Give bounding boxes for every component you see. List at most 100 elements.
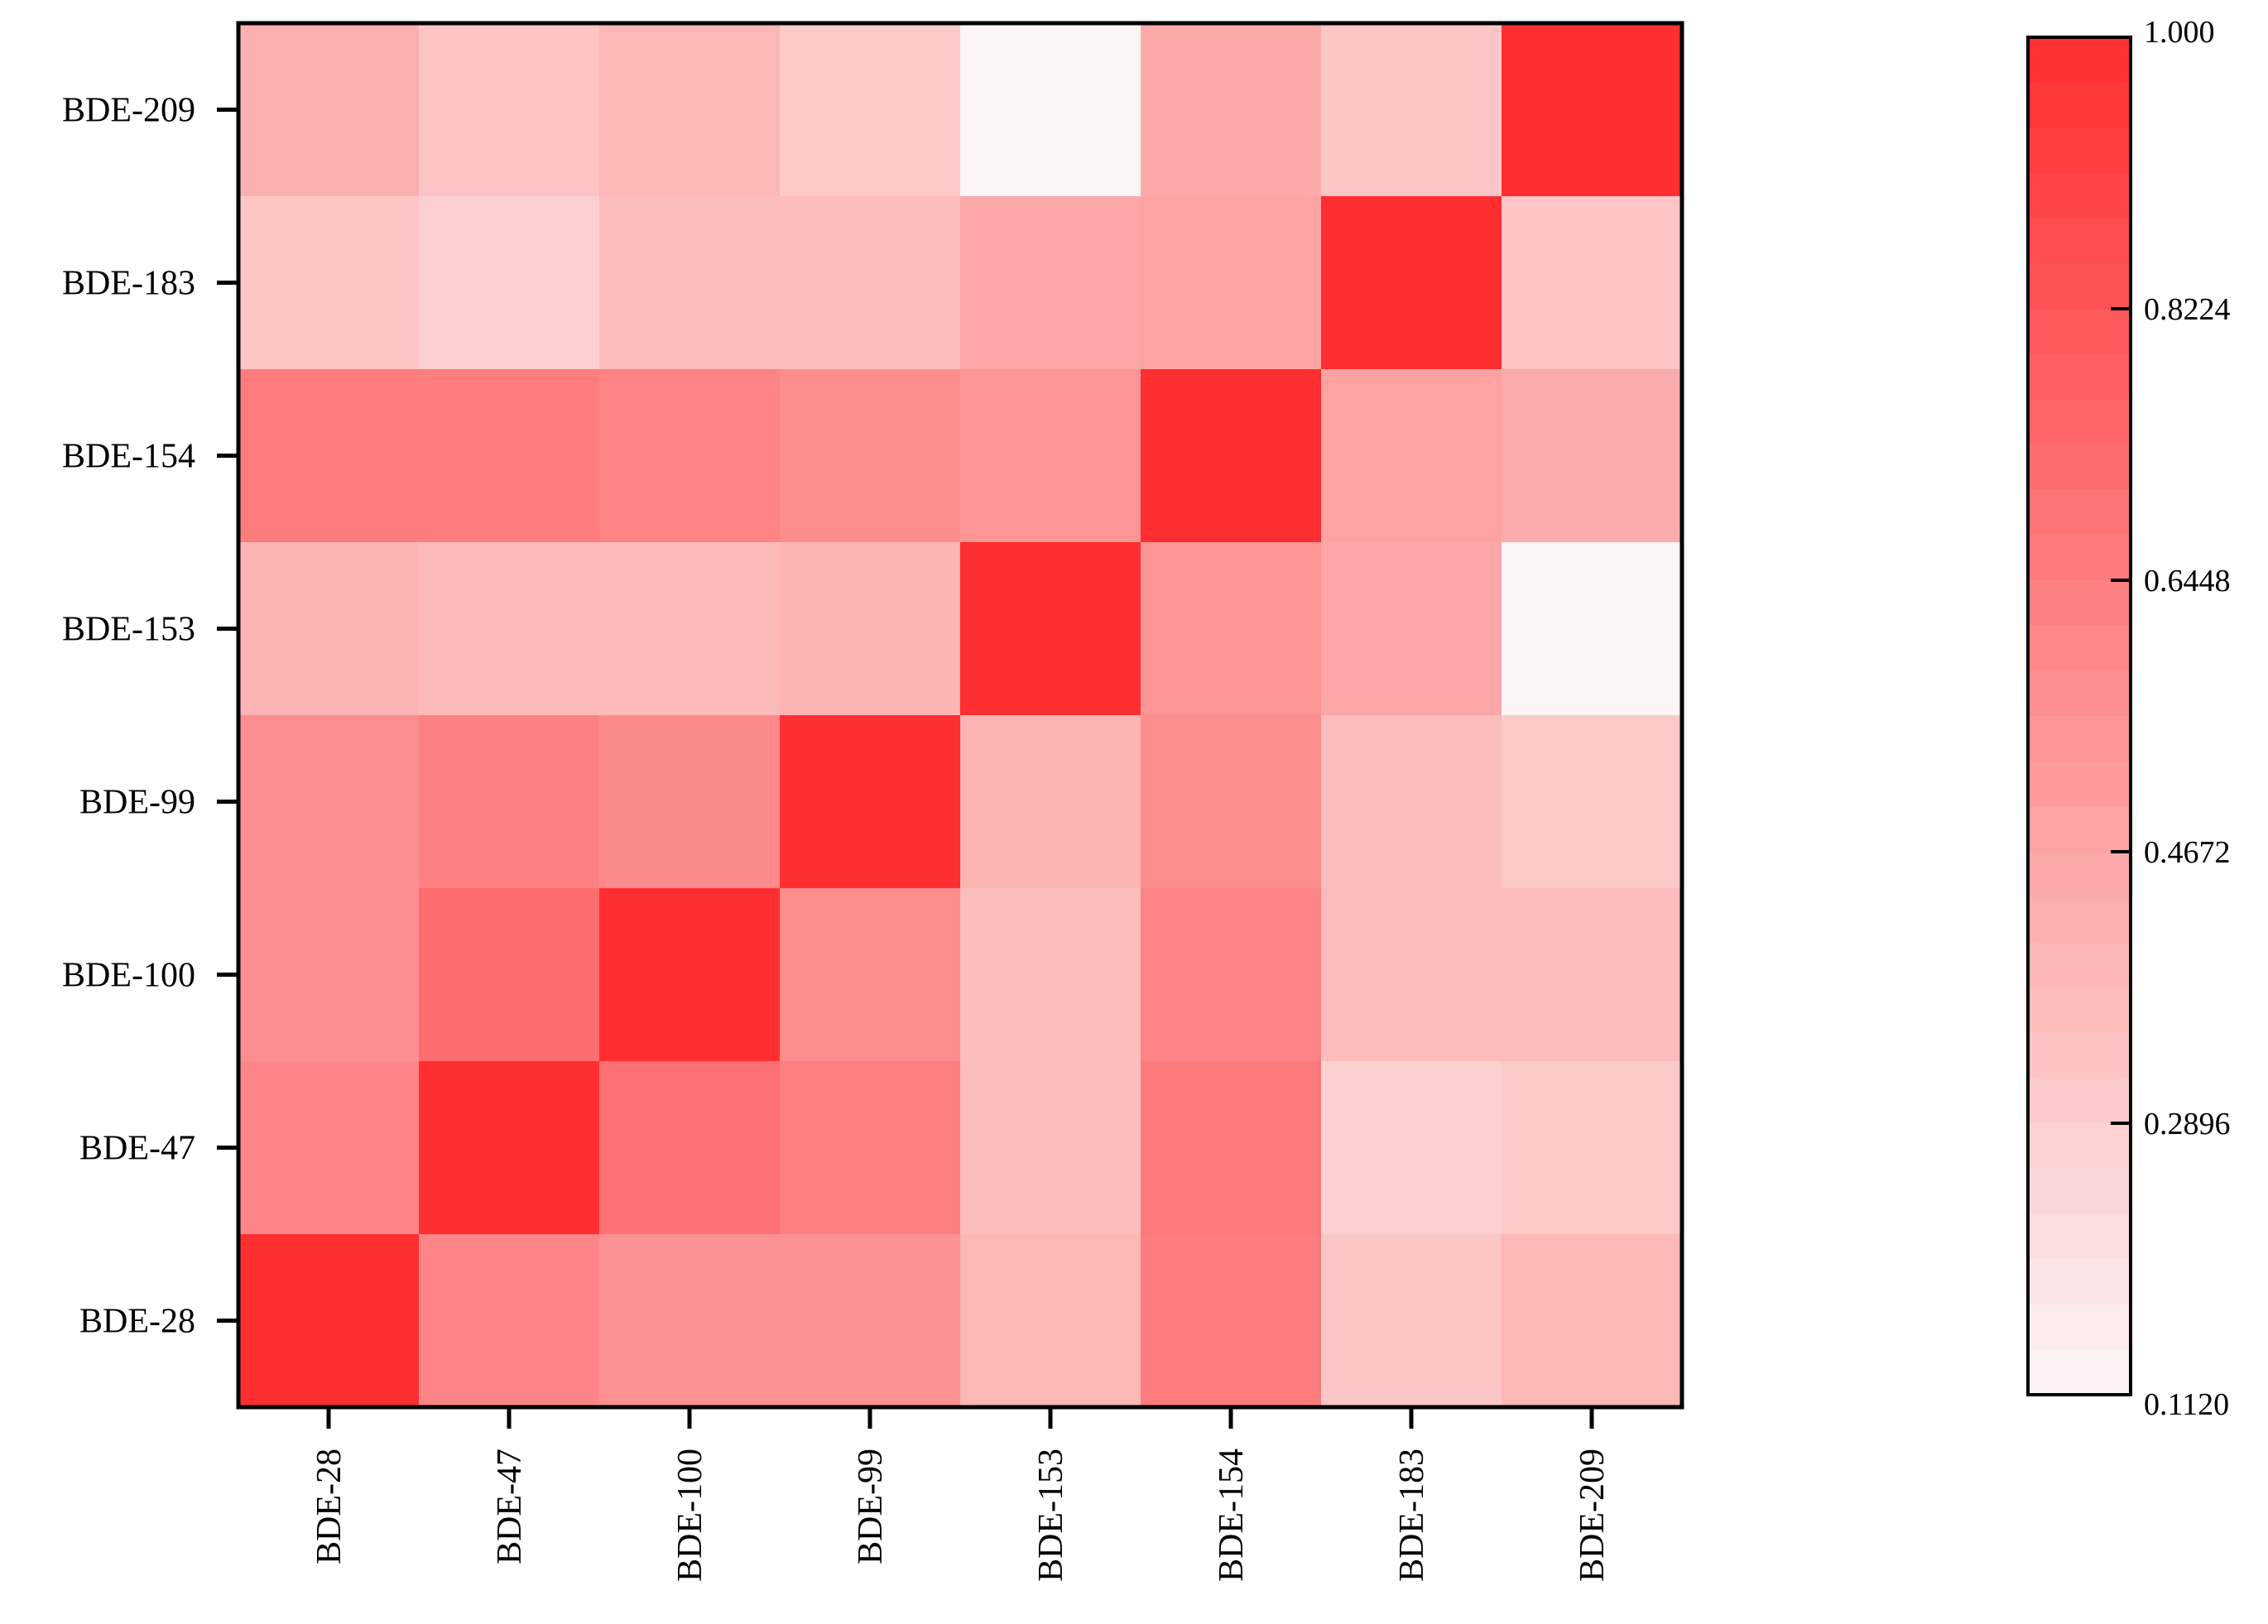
y-tick-label: BDE-47 [79, 1130, 195, 1168]
colorbar-tick-label: 0.2896 [2144, 1107, 2231, 1141]
heatmap-cell-bde-100-bde-99 [780, 888, 961, 1062]
colorbar-tick-label: 1.000 [2144, 15, 2215, 50]
heatmap-cell-bde-153-bde-28 [238, 542, 420, 716]
x-tick-label: BDE-154 [1213, 1449, 1251, 1582]
heatmap-cell-bde-183-bde-209 [1502, 196, 1683, 370]
heatmap-cell-bde-209-bde-99 [780, 23, 961, 197]
colorbar-step [2028, 353, 2131, 400]
heatmap-cell-bde-154-bde-209 [1502, 369, 1683, 543]
heatmap-cell-bde-47-bde-47 [419, 1061, 600, 1235]
heatmap-cell-bde-100-bde-47 [419, 888, 600, 1062]
heatmap-cell-bde-28-bde-100 [599, 1234, 781, 1408]
y-tick-label: BDE-153 [62, 611, 195, 649]
heatmap-cell-bde-153-bde-153 [960, 542, 1141, 716]
y-tick-label: BDE-209 [62, 92, 195, 130]
colorbar-step [2028, 1032, 2131, 1079]
colorbar-tick-label: 0.6448 [2144, 564, 2231, 598]
heatmap-cell-bde-28-bde-183 [1321, 1234, 1502, 1408]
colorbar-frame [2026, 36, 2132, 1396]
x-tick-label: BDE-209 [1574, 1449, 1612, 1582]
heatmap-cell-bde-153-bde-183 [1321, 542, 1502, 716]
heatmap-cell-bde-209-bde-153 [960, 23, 1141, 197]
heatmap-cell-bde-100-bde-183 [1321, 888, 1502, 1062]
heatmap-cell-bde-209-bde-209 [1502, 23, 1683, 197]
heatmap-cell-bde-183-bde-153 [960, 196, 1141, 370]
colorbar-step [2028, 987, 2131, 1034]
heatmap-cell-bde-153-bde-47 [419, 542, 600, 716]
colorbar-step [2028, 263, 2131, 310]
colorbar-tick-label: 0.1120 [2144, 1387, 2229, 1422]
heatmap-cell-bde-153-bde-100 [599, 542, 781, 716]
heatmap-cell-bde-47-bde-153 [960, 1061, 1141, 1235]
heatmap-cell-bde-100-bde-153 [960, 888, 1141, 1062]
y-tick-label: BDE-154 [62, 438, 195, 476]
x-tick-label: BDE-183 [1393, 1449, 1431, 1582]
colorbar-step [2028, 444, 2131, 491]
colorbar-step [2028, 37, 2131, 84]
y-axis: BDE-209 BDE-183 BDE-154 BDE-153 BDE-99 BDE-10… [62, 92, 238, 1341]
heatmap-cell-bde-209-bde-47 [419, 23, 600, 197]
heatmap-cell-bde-28-bde-154 [1141, 1234, 1322, 1408]
heatmap-cell-bde-153-bde-154 [1141, 542, 1322, 716]
colorbar-step [2028, 896, 2131, 943]
y-tick-label: BDE-99 [79, 784, 195, 822]
heatmap-cell-bde-47-bde-100 [599, 1061, 781, 1235]
colorbar-step [2028, 806, 2131, 853]
colorbar-step [2028, 1168, 2131, 1214]
x-tick-label: BDE-47 [491, 1449, 529, 1564]
colorbar-step [2028, 173, 2131, 219]
heatmap-cell-bde-28-bde-209 [1502, 1234, 1683, 1408]
plot-frame [236, 21, 1684, 1410]
heatmap-cell-bde-183-bde-100 [599, 196, 781, 370]
colorbar-step [2028, 1123, 2131, 1170]
heatmap-cell-bde-28-bde-28 [238, 1234, 420, 1408]
heatmap-cells [238, 23, 1683, 1408]
colorbar-step [2028, 942, 2131, 988]
heatmap-cell-bde-99-bde-100 [599, 715, 781, 889]
heatmap-cell-bde-100-bde-28 [238, 888, 420, 1062]
x-tick-label: BDE-99 [852, 1449, 890, 1564]
heatmap-cell-bde-183-bde-47 [419, 196, 600, 370]
heatmap-cell-bde-47-bde-209 [1502, 1061, 1683, 1235]
colorbar-step [2028, 535, 2131, 581]
colorbar-step [2028, 399, 2131, 445]
colorbar-step [2028, 1349, 2131, 1396]
heatmap-cell-bde-28-bde-47 [419, 1234, 600, 1408]
colorbar-step [2028, 761, 2131, 807]
colorbar-step [2028, 82, 2131, 128]
heatmap-cell-bde-99-bde-47 [419, 715, 600, 889]
y-tick-label: BDE-28 [79, 1303, 195, 1341]
heatmap-cell-bde-154-bde-99 [780, 369, 961, 543]
heatmap-cell-bde-154-bde-154 [1141, 369, 1322, 543]
heatmap-cell-bde-99-bde-153 [960, 715, 1141, 889]
heatmap-cell-bde-47-bde-28 [238, 1061, 420, 1235]
heatmap-cell-bde-154-bde-153 [960, 369, 1141, 543]
heatmap-cell-bde-99-bde-209 [1502, 715, 1683, 889]
y-tick-label: BDE-100 [62, 957, 195, 995]
heatmap-cell-bde-28-bde-99 [780, 1234, 961, 1408]
colorbar-step [2028, 489, 2131, 536]
heatmap-cell-bde-99-bde-183 [1321, 715, 1502, 889]
heatmap-cell-bde-153-bde-209 [1502, 542, 1683, 716]
heatmap-cell-bde-209-bde-183 [1321, 23, 1502, 197]
colorbar-tick-label: 0.8224 [2144, 292, 2231, 327]
heatmap-cell-bde-183-bde-154 [1141, 196, 1322, 370]
colorbar-tick-label: 0.4672 [2144, 835, 2231, 870]
x-tick-label: BDE-153 [1032, 1449, 1070, 1582]
heatmap-cell-bde-100-bde-100 [599, 888, 781, 1062]
heatmap-cell-bde-99-bde-28 [238, 715, 420, 889]
colorbar-step [2028, 716, 2131, 762]
colorbar-step [2028, 309, 2131, 355]
heatmap-cell-bde-154-bde-100 [599, 369, 781, 543]
colorbar-step [2028, 127, 2131, 174]
heatmap-cell-bde-183-bde-28 [238, 196, 420, 370]
y-tick-label: BDE-183 [62, 265, 195, 303]
heatmap-cell-bde-154-bde-47 [419, 369, 600, 543]
heatmap-cell-bde-209-bde-28 [238, 23, 420, 197]
colorbar-step [2028, 580, 2131, 627]
heatmap-cell-bde-99-bde-154 [1141, 715, 1322, 889]
heatmap-cell-bde-99-bde-99 [780, 715, 961, 889]
heatmap-cell-bde-47-bde-154 [1141, 1061, 1322, 1235]
x-tick-label: BDE-28 [310, 1449, 348, 1564]
